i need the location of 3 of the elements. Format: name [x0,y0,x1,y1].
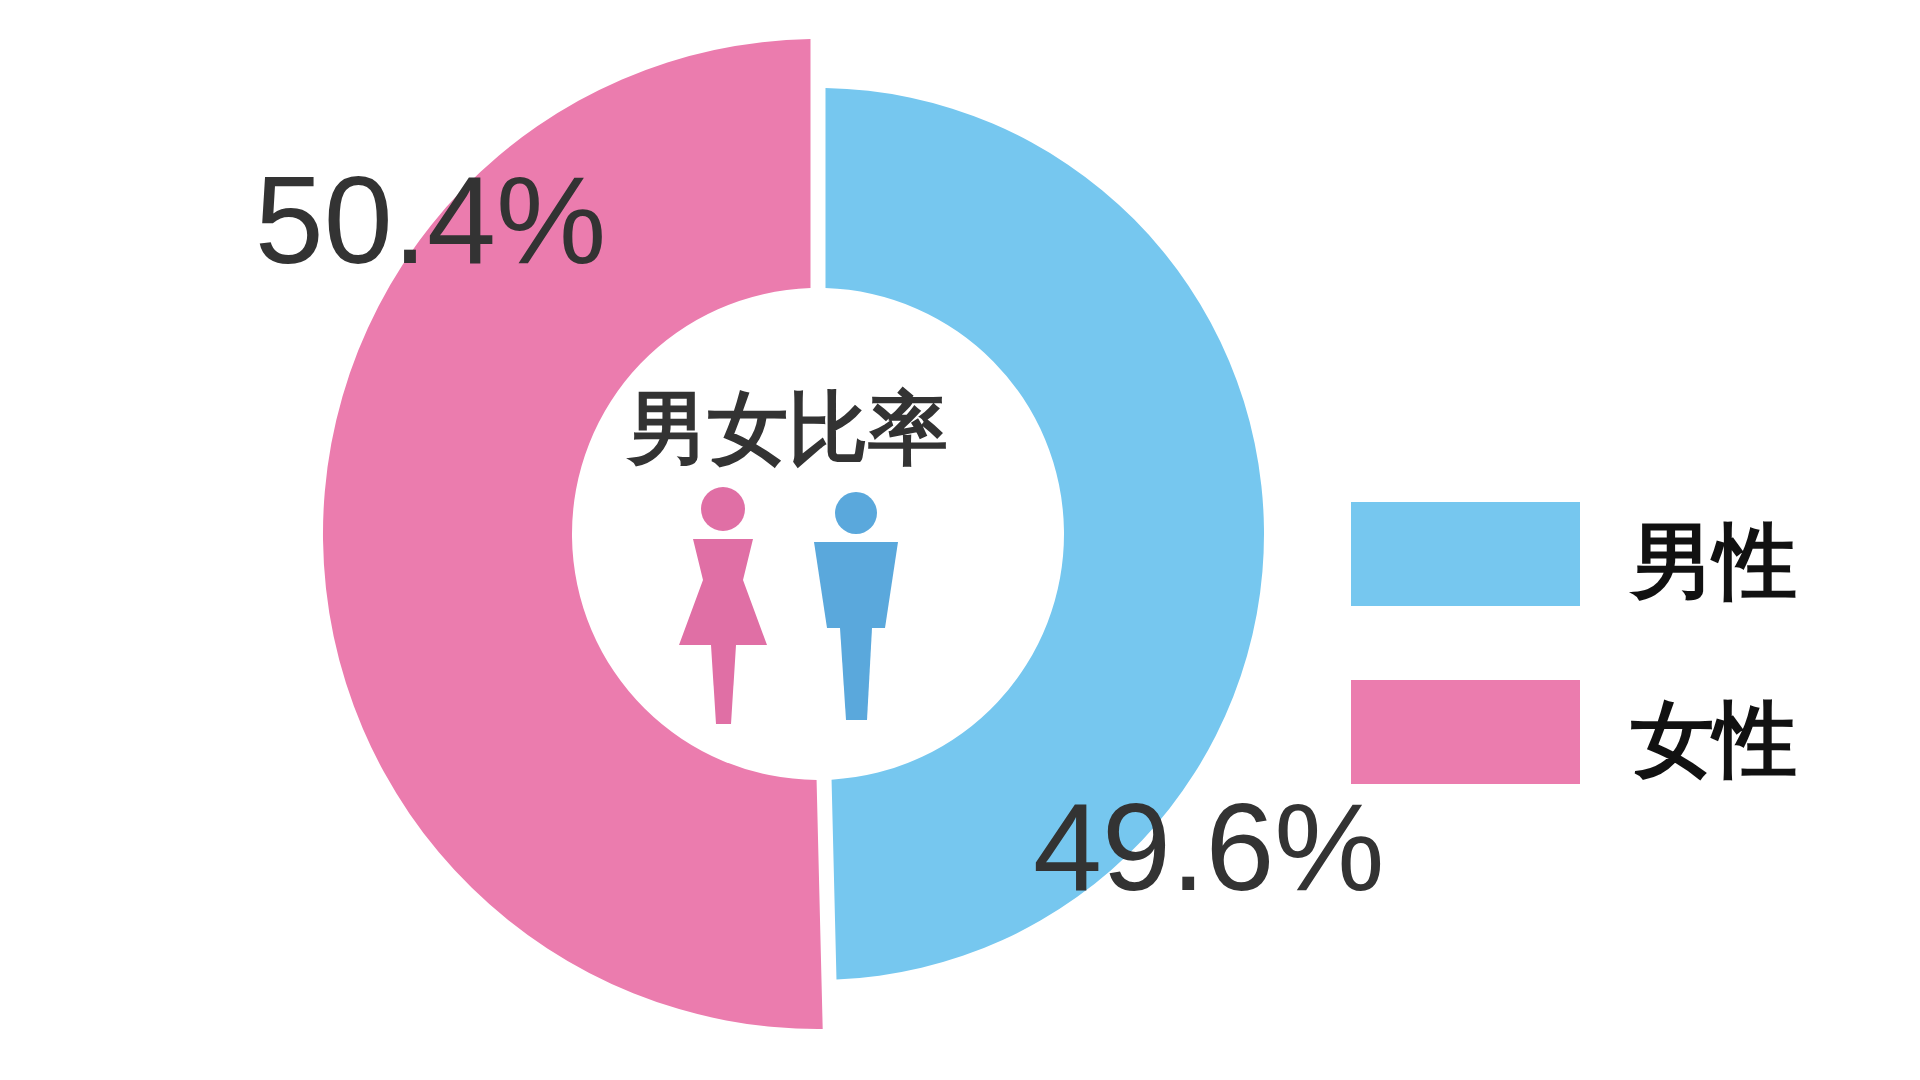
legend-label: 女性 [1630,690,1797,788]
text: 男女比率 [626,381,948,475]
legend-label: 男性 [1628,512,1797,610]
